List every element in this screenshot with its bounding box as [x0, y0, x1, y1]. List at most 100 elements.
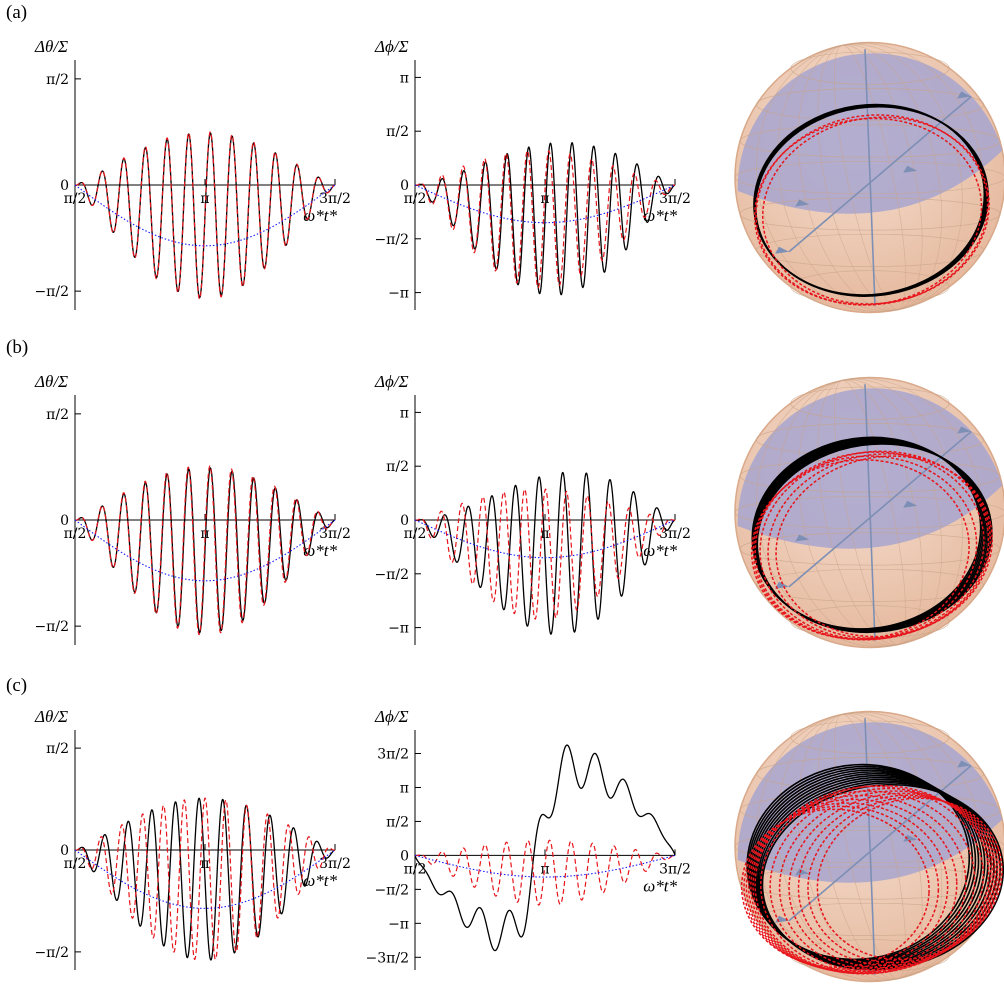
sphere-trajectory-dashed	[807, 796, 1001, 964]
series-line-dotted	[414, 184, 676, 224]
sphere-axis-arrow	[903, 165, 918, 173]
sphere-trajectory-dashed	[760, 784, 990, 975]
sphere-axis-arrow	[957, 426, 972, 434]
series-line-dotted	[74, 519, 336, 582]
x-tick-label: 3π/2	[659, 861, 691, 877]
y-tick-label: 0	[400, 513, 409, 529]
sphere-grid-line	[790, 386, 950, 420]
sphere-trajectory-solid	[754, 105, 989, 297]
sphere-axis-arrow	[795, 199, 810, 207]
x-tick-label: π	[540, 526, 549, 542]
series-line-dotted	[414, 519, 676, 559]
y-axis-title: Δϕ/Σ	[374, 37, 409, 56]
sphere-grid-line	[790, 270, 950, 304]
sphere-axis-arrow	[957, 760, 972, 768]
x-axis-title: ω*t*	[303, 541, 337, 560]
x-tick-label: 3π/2	[659, 191, 691, 207]
y-tick-label: −π/2	[374, 567, 409, 583]
series-line-dashed	[414, 488, 676, 620]
sphere-axis-arrow	[775, 581, 789, 589]
sphere-trajectory-dashed	[750, 794, 967, 974]
sphere-grid-line	[790, 720, 950, 754]
sphere-axis-arrow	[957, 91, 972, 99]
sphere-grid-line	[756, 43, 984, 312]
series-line-dashed	[74, 131, 336, 300]
sphere-axis-arrow	[775, 246, 789, 254]
sphere-axis-arrow	[795, 868, 810, 876]
sphere-axis-arrow	[903, 834, 918, 842]
y-tick-label: −π/2	[34, 945, 69, 961]
y-tick-label: π/2	[386, 459, 409, 475]
x-axis-title: ω*t*	[643, 876, 677, 895]
y-axis-title: Δϕ/Σ	[374, 372, 409, 391]
x-tick-label: 3π/2	[319, 191, 351, 207]
row-label-b: (b)	[6, 337, 29, 358]
y-tick-label: 0	[400, 848, 409, 864]
y-tick-label: 0	[400, 178, 409, 194]
x-tick-label: π/2	[404, 861, 427, 877]
y-tick-label: 0	[60, 178, 69, 194]
y-tick-label: −π/2	[374, 882, 409, 898]
y-tick-label: −π	[388, 286, 409, 302]
y-tick-label: −π	[388, 916, 409, 932]
x-axis-title: ω*t*	[643, 206, 677, 225]
y-tick-label: π	[400, 780, 409, 796]
sphere-trajectory-dashed	[759, 450, 990, 641]
y-axis-title: Δθ/Σ	[34, 37, 68, 56]
chart-a-phi: ππ/20−π/2−ππ/2 π 3π/2Δϕ/Σω*t*	[374, 37, 691, 310]
x-tick-label: 3π/2	[319, 856, 351, 872]
series-line-dashed	[74, 797, 336, 961]
row-label-a: (a)	[6, 2, 28, 23]
y-tick-label: −π/2	[34, 284, 69, 300]
x-axis-title: ω*t*	[303, 871, 337, 890]
series-line-solid	[414, 744, 676, 952]
x-tick-label: π/2	[404, 191, 427, 207]
series-line-dotted	[74, 184, 336, 247]
sphere-axis-z	[864, 49, 876, 306]
sphere-grid-line	[756, 568, 984, 602]
x-axis-title: ω*t*	[643, 541, 677, 560]
sphere-trajectory-solid	[749, 767, 977, 963]
sphere-axis-arrow	[903, 500, 918, 508]
series-line-dashed	[74, 465, 336, 636]
sphere-trajectory-solid	[747, 765, 974, 962]
y-tick-label: −π	[388, 621, 409, 637]
x-axis-title: ω*t*	[303, 206, 337, 225]
y-tick-label: 3π/2	[377, 747, 409, 763]
series-line-dotted	[74, 849, 336, 909]
x-tick-label: π/2	[64, 856, 87, 872]
sphere-grid-line	[756, 88, 984, 122]
y-tick-label: π	[400, 70, 409, 86]
sphere-trajectory-dashed	[778, 790, 994, 971]
x-tick-label: π	[200, 856, 209, 872]
sphere-trajectory-solid	[756, 443, 993, 634]
sphere-trajectory-dashed	[750, 459, 970, 640]
sphere-b	[734, 376, 1004, 649]
sphere-trajectory-dashed	[767, 453, 992, 639]
sphere-c	[734, 710, 1004, 983]
sphere-trajectory-dashed	[745, 802, 949, 972]
sphere-grid-line	[756, 233, 984, 267]
chart-b-phi: ππ/20−π/2−ππ/2 π 3π/2Δϕ/Σω*t*	[374, 372, 691, 645]
chart-c-theta: π/20−π/2π/2 π 3π/2Δθ/Σω*t*	[34, 707, 351, 970]
row-label-c: (c)	[6, 675, 28, 696]
chart-a-theta: π/20−π/2π/2 π 3π/2Δθ/Σω*t*	[34, 37, 351, 310]
sphere-trajectory-dashed	[752, 790, 976, 975]
y-axis-title: Δθ/Σ	[34, 707, 68, 726]
series-line-dashed	[414, 839, 676, 906]
y-axis-title: Δθ/Σ	[34, 372, 68, 391]
y-tick-label: π	[400, 405, 409, 421]
sphere-trajectory-dashed	[743, 805, 940, 970]
x-tick-label: π	[540, 861, 549, 877]
y-tick-label: 0	[60, 513, 69, 529]
x-tick-label: π/2	[404, 526, 427, 542]
series-line-solid	[414, 471, 676, 635]
y-axis-title: Δϕ/Σ	[374, 707, 409, 726]
x-tick-label: π/2	[64, 526, 87, 542]
sphere-trajectory-solid	[756, 776, 992, 967]
y-tick-label: −3π/2	[366, 950, 409, 966]
x-tick-label: π/2	[64, 191, 87, 207]
chart-b-theta: π/20−π/2π/2 π 3π/2Δθ/Σω*t*	[34, 372, 351, 645]
y-tick-label: π/2	[46, 741, 69, 757]
series-line-solid	[414, 142, 676, 296]
